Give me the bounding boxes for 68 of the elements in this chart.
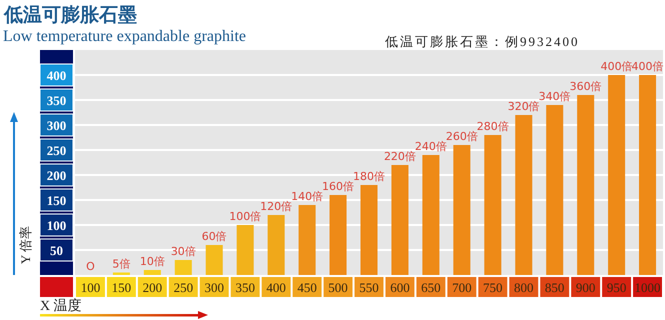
data-label: 100倍 bbox=[229, 210, 262, 223]
x-tick-label: 450 bbox=[297, 280, 317, 295]
y-tick-label: 100 bbox=[46, 218, 66, 233]
data-label: 260倍 bbox=[446, 130, 478, 143]
data-label: 30倍 bbox=[170, 245, 196, 258]
chart-subtitle: Low temperature expandable graphite bbox=[3, 28, 246, 45]
x-tick-label: 900 bbox=[576, 280, 596, 295]
data-label: 400倍 bbox=[600, 60, 633, 73]
x-tick-label: 100 bbox=[80, 280, 100, 295]
bar bbox=[484, 135, 502, 275]
y-tick-label: 350 bbox=[46, 93, 66, 108]
x-tick-label: 250 bbox=[174, 280, 194, 295]
y-tick-label: 150 bbox=[46, 193, 66, 208]
data-label: 180倍 bbox=[353, 170, 385, 183]
y-tick-label: 250 bbox=[46, 143, 66, 158]
y-tick-label: 50 bbox=[50, 243, 63, 258]
bar bbox=[639, 75, 656, 275]
data-label: 400倍 bbox=[632, 60, 664, 73]
data-label: 220倍 bbox=[384, 150, 416, 163]
x-tick-label: 550 bbox=[359, 280, 379, 295]
bar bbox=[453, 145, 470, 275]
data-label: 340倍 bbox=[538, 90, 571, 103]
y-axis-title: Y 倍率 bbox=[18, 226, 33, 264]
bar bbox=[298, 205, 316, 275]
bar bbox=[422, 155, 440, 275]
bar bbox=[515, 115, 532, 275]
x-tick-label: 150 bbox=[112, 280, 132, 295]
bar bbox=[546, 105, 564, 275]
bar bbox=[268, 215, 285, 275]
data-label: 140倍 bbox=[291, 190, 324, 203]
x-tick-label: 500 bbox=[328, 280, 348, 295]
chart-title: 低温可膨胀石墨 bbox=[3, 4, 137, 26]
x-tick-label: 850 bbox=[544, 280, 564, 295]
data-label: 10倍 bbox=[140, 255, 165, 268]
x-tick-label: 400 bbox=[266, 280, 286, 295]
y-tick-label: 400 bbox=[46, 68, 66, 83]
x-tick-label: 650 bbox=[421, 280, 441, 295]
data-label: 60倍 bbox=[202, 230, 227, 243]
x-tick-label: 200 bbox=[142, 280, 162, 295]
bar bbox=[577, 95, 594, 275]
data-label: 120倍 bbox=[260, 200, 292, 213]
bar bbox=[144, 270, 161, 275]
data-label: 5倍 bbox=[112, 258, 130, 270]
y-tick-label: 300 bbox=[46, 118, 66, 133]
x-tick-label: 350 bbox=[235, 280, 255, 295]
bar bbox=[174, 260, 192, 275]
data-label: 280倍 bbox=[476, 120, 509, 133]
text: 低温可膨胀石墨：例9932400 bbox=[385, 34, 580, 49]
bar bbox=[391, 165, 408, 275]
x-tick-label: 600 bbox=[390, 280, 410, 295]
bar bbox=[608, 75, 626, 275]
x-tick-label: 700 bbox=[452, 280, 472, 295]
x-axis-title: X 温度 bbox=[40, 298, 82, 314]
data-label: 160倍 bbox=[322, 180, 354, 193]
x-tick-label: 1000 bbox=[634, 280, 661, 295]
bar bbox=[360, 185, 378, 275]
x-tick-label: 800 bbox=[514, 280, 534, 295]
data-label: O bbox=[86, 260, 96, 273]
x-tick-label: 950 bbox=[606, 280, 626, 295]
y-tick-label: 200 bbox=[46, 168, 66, 183]
data-label: 360倍 bbox=[570, 80, 602, 93]
data-label: 240倍 bbox=[414, 140, 447, 153]
bar bbox=[236, 225, 254, 275]
data-label: 320倍 bbox=[508, 100, 540, 113]
bar bbox=[330, 195, 347, 275]
bar bbox=[206, 245, 223, 275]
x-tick-label: 750 bbox=[483, 280, 503, 295]
x-tick-label: 300 bbox=[204, 280, 224, 295]
